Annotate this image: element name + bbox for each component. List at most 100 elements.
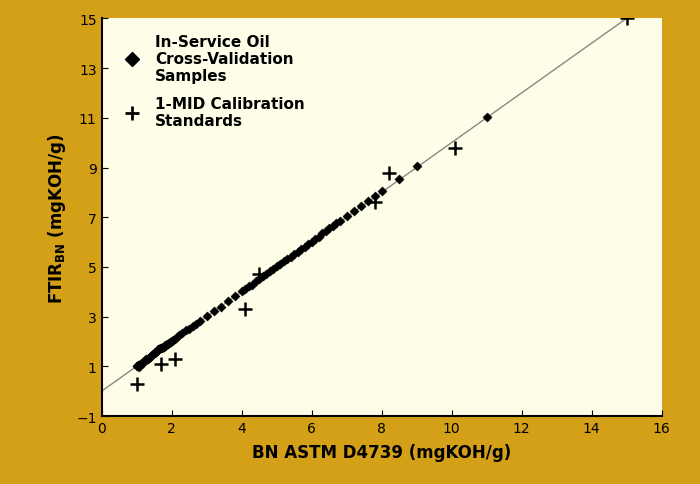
- Point: [162, 340, 173, 348]
- Point: [151, 348, 162, 355]
- Point: [369, 193, 380, 200]
- Point: [146, 352, 157, 360]
- Point: [136, 359, 148, 367]
- Point: [152, 347, 163, 354]
- Point: [330, 220, 342, 228]
- Point: [133, 362, 144, 369]
- Point: [134, 363, 145, 371]
- Point: [164, 338, 175, 346]
- Point: [201, 313, 212, 320]
- Point: [229, 293, 240, 301]
- Point: [246, 281, 258, 289]
- Point: [159, 342, 170, 350]
- Point: [148, 350, 160, 358]
- Point: [156, 345, 167, 353]
- Legend: In-Service Oil
Cross-Validation
Samples, 1-MID Calibration
Standards: In-Service Oil Cross-Validation Samples,…: [109, 27, 312, 136]
- Point: [131, 380, 142, 388]
- Point: [295, 246, 307, 254]
- Point: [236, 288, 247, 296]
- Point: [327, 223, 338, 230]
- Point: [369, 199, 380, 207]
- Point: [137, 360, 148, 367]
- Point: [160, 342, 171, 349]
- Point: [239, 286, 251, 293]
- Point: [292, 248, 303, 256]
- Point: [166, 337, 177, 345]
- Point: [376, 188, 387, 196]
- Point: [154, 346, 165, 353]
- Point: [168, 336, 179, 344]
- Point: [135, 360, 146, 368]
- Point: [171, 333, 182, 341]
- Point: [134, 361, 146, 368]
- Point: [264, 268, 275, 276]
- Point: [281, 256, 293, 263]
- Point: [271, 263, 282, 271]
- Point: [160, 341, 172, 348]
- Point: [309, 236, 321, 243]
- Point: [411, 163, 422, 171]
- Point: [183, 325, 195, 333]
- Point: [163, 339, 174, 347]
- Point: [260, 271, 272, 278]
- Point: [155, 360, 167, 368]
- X-axis label: BN ASTM D4739 (mgKOH/g): BN ASTM D4739 (mgKOH/g): [252, 443, 511, 461]
- Point: [138, 358, 149, 365]
- Point: [313, 233, 324, 241]
- Point: [157, 344, 169, 351]
- Point: [150, 348, 161, 356]
- Point: [173, 332, 184, 339]
- Point: [250, 278, 261, 286]
- Point: [383, 169, 394, 177]
- Point: [288, 251, 300, 258]
- Point: [274, 260, 286, 268]
- Point: [362, 198, 373, 206]
- Point: [132, 362, 143, 370]
- Point: [180, 327, 191, 334]
- Point: [243, 283, 254, 290]
- Point: [302, 241, 314, 248]
- Point: [253, 271, 265, 279]
- Point: [187, 322, 198, 330]
- Point: [323, 225, 335, 233]
- Point: [348, 208, 359, 215]
- Point: [190, 320, 202, 328]
- Point: [481, 113, 492, 121]
- Point: [393, 176, 405, 183]
- Point: [341, 212, 352, 220]
- Point: [285, 253, 296, 261]
- Point: [149, 349, 160, 357]
- Point: [145, 353, 156, 361]
- Point: [208, 308, 219, 316]
- Point: [194, 318, 205, 325]
- Point: [334, 218, 345, 226]
- Point: [169, 335, 181, 343]
- Point: [257, 273, 268, 281]
- Point: [144, 353, 155, 361]
- Point: [215, 304, 226, 312]
- Point: [278, 258, 289, 266]
- Point: [147, 351, 158, 359]
- Point: [165, 338, 176, 346]
- Point: [162, 340, 174, 348]
- Point: [155, 345, 166, 353]
- Point: [153, 346, 164, 354]
- Point: [141, 356, 152, 363]
- Point: [239, 306, 251, 314]
- Point: [139, 357, 150, 365]
- Point: [320, 227, 331, 235]
- Point: [306, 238, 317, 246]
- Point: [139, 357, 151, 364]
- Point: [449, 144, 461, 152]
- Point: [316, 230, 328, 238]
- Point: [141, 355, 153, 363]
- Point: [143, 354, 154, 362]
- Point: [148, 351, 159, 359]
- Point: [267, 266, 279, 273]
- Point: [169, 355, 181, 363]
- Point: [253, 275, 265, 283]
- Point: [299, 243, 310, 251]
- Point: [355, 203, 366, 211]
- Y-axis label: FTIR$_{\mathbf{BN}}$ (mgKOH/g): FTIR$_{\mathbf{BN}}$ (mgKOH/g): [46, 133, 68, 303]
- Point: [176, 329, 188, 337]
